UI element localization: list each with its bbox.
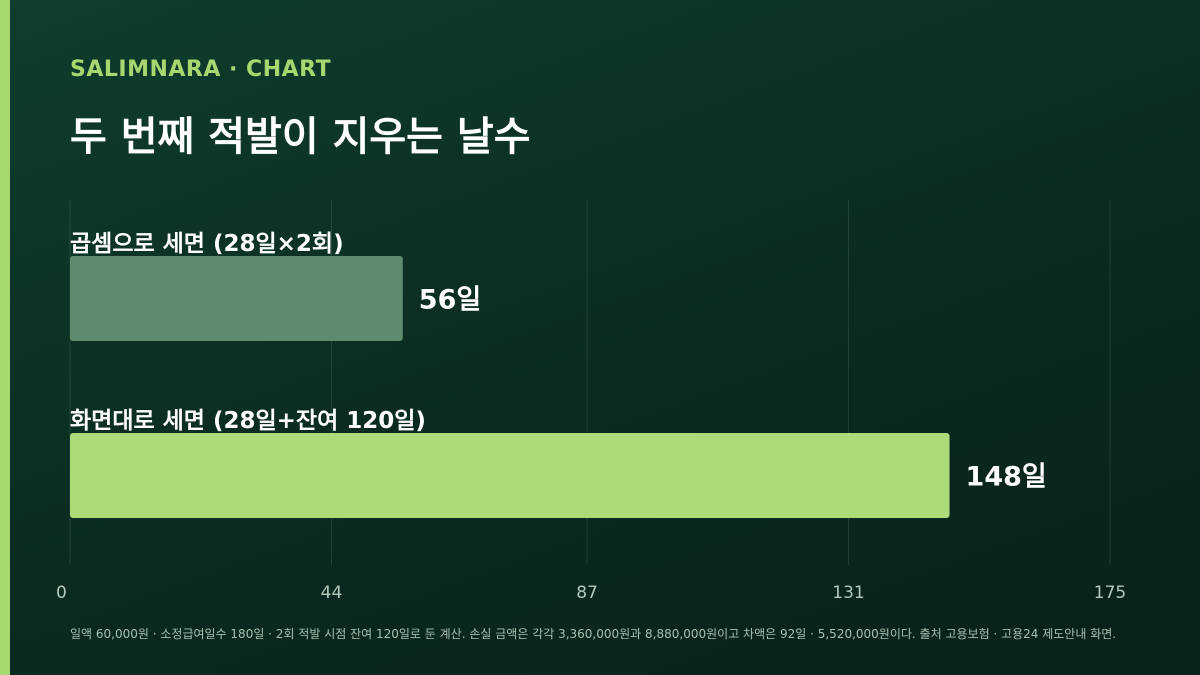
category-label: 곱셈으로 세면 (28일×2회): [70, 231, 344, 257]
x-tick-label: 44: [321, 583, 343, 603]
x-tick-label: 131: [832, 583, 864, 603]
bar-value-label: 56일: [419, 285, 481, 316]
x-tick-label: 87: [576, 583, 598, 603]
bar-value-label: 148일: [966, 462, 1047, 493]
x-tick-label: 175: [1094, 583, 1126, 603]
bar: [70, 433, 950, 518]
x-tick-label: 0: [56, 583, 67, 603]
footnote: 일액 60,000원 · 소정급여일수 180일 · 2회 적발 시점 잔여 1…: [70, 627, 1117, 641]
chart-title: 두 번째 적발이 지우는 날수: [70, 114, 531, 160]
accent-bar: [0, 0, 10, 675]
brand-label: SALIMNARA · CHART: [70, 57, 332, 82]
bar: [70, 256, 403, 341]
category-label: 화면대로 세면 (28일+잔여 120일): [70, 408, 426, 434]
